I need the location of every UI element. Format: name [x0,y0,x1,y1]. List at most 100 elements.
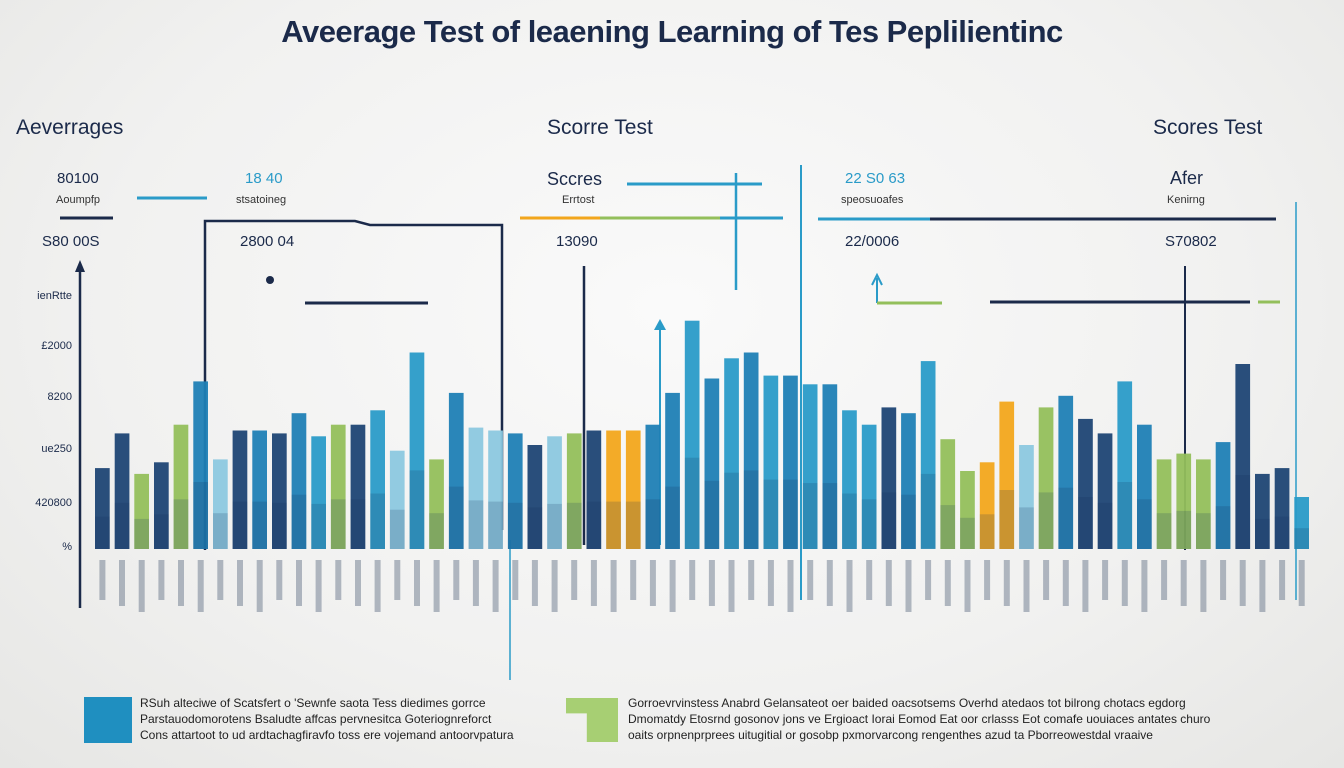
bar [232,430,248,549]
x-tick-mark [1023,560,1030,612]
bar [1255,473,1270,549]
arrow-up-icon [871,272,942,304]
bar [1019,445,1034,549]
x-tick-mark [512,560,519,600]
bar [1038,407,1054,549]
x-tick-mark [315,560,322,612]
bar-shade [173,499,189,549]
bar-shade [95,516,110,549]
x-tick-mark [1043,560,1050,600]
x-tick-mark [984,560,991,600]
x-tick-mark [905,560,912,612]
bar [625,430,641,549]
bar [665,392,680,549]
bar-shade [802,483,818,549]
bar-shade [783,479,798,549]
x-tick-mark [944,560,951,606]
bar [507,433,523,549]
y-tick-label: 420800 [35,497,72,509]
x-tick-mark [748,560,755,600]
bar [1058,395,1074,549]
bar [1117,381,1133,549]
x-tick-mark [826,560,833,606]
legend-line: Cons attartoot to ud ardtachagfiravfo to… [140,728,514,742]
bar-shade [370,493,385,549]
bar-shade [154,514,169,549]
x-tick-mark [414,560,420,606]
bar [999,401,1015,549]
bar [193,381,208,549]
sub-value-3: 13090 [556,233,598,250]
legend-swatch-blue [84,697,132,743]
bar [881,407,897,549]
bar-shade [1097,502,1113,549]
bar-shade [606,501,621,549]
x-tick-mark [708,560,715,606]
x-tick-mark [787,560,794,612]
bar [527,445,543,549]
bar-shade [861,499,877,549]
x-tick-mark [807,560,814,600]
bar [566,433,582,549]
x-tick-mark [217,560,224,600]
annotation-value-1: 80100 [57,170,99,187]
bar-shade [350,499,366,549]
bar-shade [213,513,228,549]
x-tick-mark [689,560,696,600]
x-tick-mark [1239,560,1246,606]
bar [901,413,916,549]
bar-shade [1058,487,1074,549]
bracket-line [203,219,504,550]
chart-title: Aveerage Test of leaening Learning of Te… [281,14,1063,49]
bar-shade [763,479,779,549]
marker-dot [266,276,274,284]
bar-shade [881,492,897,549]
y-tick-label: 8200 [47,391,72,403]
bar-shade [1215,506,1231,549]
bar [960,471,975,549]
bar-shade [940,505,956,549]
y-tick-label: % [62,541,72,553]
x-tick-mark [99,560,106,600]
x-tick-mark [767,560,774,606]
bar [488,430,503,549]
x-tick-mark [335,560,342,600]
bar [311,436,326,549]
annotation-label-4: speosuoafes [841,194,904,206]
x-tick-mark [964,560,971,612]
x-tick-mark [669,560,676,612]
bar-shade [232,501,248,549]
y-tick-label: ienRtte [37,290,72,302]
x-tick-mark [355,560,361,606]
x-tick-mark [551,560,558,612]
bar [173,424,189,549]
x-tick-mark [649,560,656,606]
bar-shade [842,493,857,549]
bar-shade [547,503,562,549]
bar [1274,468,1290,549]
bar-shade [1196,513,1211,549]
bar [448,392,464,549]
x-tick-mark [1102,560,1109,600]
bar-shade [330,499,346,549]
bar-shade [901,494,916,549]
bar-shade [625,501,641,549]
x-tick-mark [472,560,479,606]
bar [940,439,956,549]
x-tick-mark [138,560,145,612]
bar [1078,418,1093,549]
bar-shade [999,490,1015,549]
bar-shade [311,503,326,549]
bar [1215,442,1231,549]
x-tick-mark [197,560,204,612]
x-tick-mark [531,560,538,606]
bar [704,378,720,549]
y-axis-arrow-icon [75,260,85,272]
bar-shade [448,486,464,549]
bar [252,430,267,549]
x-tick-labels [99,560,1305,612]
x-tick-mark [610,560,617,612]
legend-line: Dmomatdy Etosrnd gosonov jons ve Ergioac… [628,712,1211,726]
annotation-label-2: stsatoineg [236,194,287,206]
bar [645,424,661,549]
